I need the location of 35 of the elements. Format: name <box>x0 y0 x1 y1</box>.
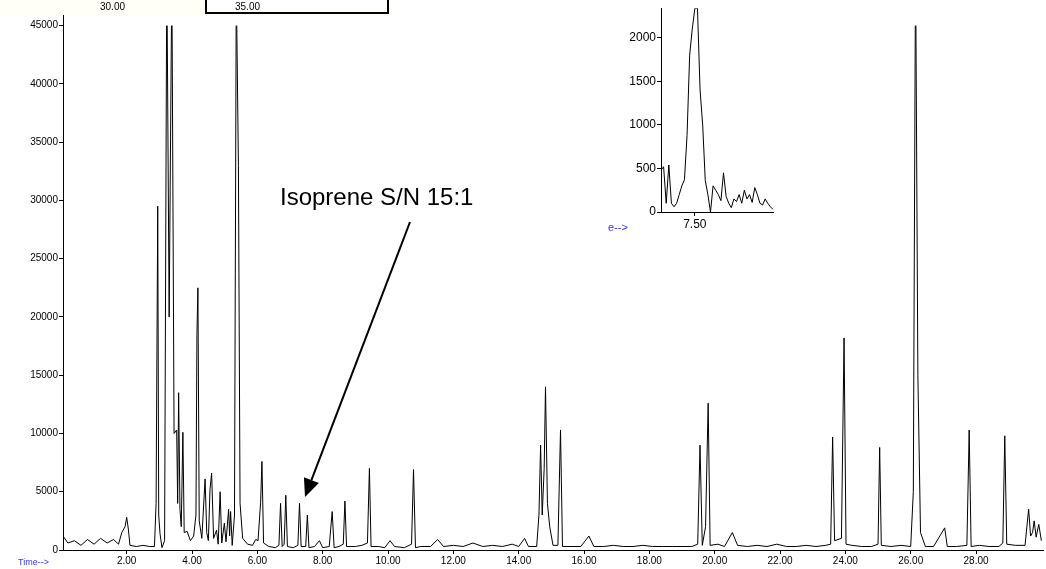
y-tick-label: 40000 <box>30 77 59 89</box>
y-tick-label: 2000 <box>629 30 657 45</box>
annotation: Isoprene S/N 15:1 <box>280 183 474 210</box>
x-tick-label: 18.00 <box>636 554 663 566</box>
y-tick-label: 15000 <box>30 368 59 380</box>
x-tick-label: 10.00 <box>375 554 401 566</box>
y-tick-label: 1500 <box>629 73 657 88</box>
y-tick-label: 30000 <box>30 194 59 206</box>
x-tick-label: 26.00 <box>898 554 924 566</box>
x-axis-title: e--> <box>608 220 628 233</box>
y-tick-label: 10000 <box>30 427 59 439</box>
x-tick-label: 28.00 <box>963 554 989 566</box>
y-tick-label: 35000 <box>30 135 59 147</box>
x-axis-title: Time--> <box>18 556 49 567</box>
frame: 35.00 <box>205 0 389 14</box>
x-tick-label: 22.00 <box>767 554 793 566</box>
x-tick-label: 6.00 <box>247 554 268 566</box>
x-tick-label: 14.00 <box>506 554 532 566</box>
y-tick-label: 25000 <box>30 252 59 264</box>
y-tick-label: 5000 <box>35 485 59 497</box>
y-tick-label: 0 <box>649 204 657 219</box>
x-tick-label: 4.00 <box>182 554 203 566</box>
y-tick-label: 0 <box>52 543 59 555</box>
y-tick-label: 500 <box>635 160 657 175</box>
text: 30.00 <box>100 1 126 12</box>
x-tick-label: 8.00 <box>312 554 333 566</box>
x-tick-label: 16.00 <box>571 554 597 566</box>
x-tick-label: 24.00 <box>832 554 859 566</box>
x-tick-label: 12.00 <box>440 554 467 566</box>
x-tick-label: 2.00 <box>116 554 137 566</box>
y-tick-label: 1000 <box>629 117 657 132</box>
y-tick-label: 45000 <box>30 19 59 31</box>
x-tick-label: 20.00 <box>702 554 728 566</box>
y-tick-label: 20000 <box>30 310 59 322</box>
x-tick-label: 7.50 <box>683 216 707 231</box>
